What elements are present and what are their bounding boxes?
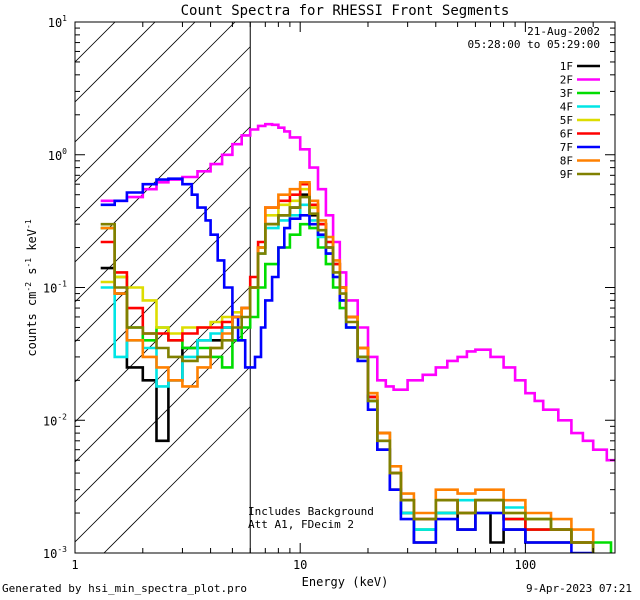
axes: 1 10 100 10-3 10-2 10-1 100 101 <box>43 14 615 572</box>
hatch-line <box>75 166 251 343</box>
series-line-5F <box>100 187 595 553</box>
footer-timestamp: 9-Apr-2023 07:21 <box>526 582 632 595</box>
series-line-7F <box>100 177 594 553</box>
x-tick-label: 1 <box>71 558 78 572</box>
legend-label-2F: 2F <box>560 74 573 87</box>
y-tick-label: 10-2 <box>43 412 67 428</box>
date-label: 21-Aug-2002 <box>527 25 600 38</box>
series-line-9F <box>100 195 595 553</box>
hatch-line <box>75 22 116 63</box>
y-tick-label: 10-3 <box>43 545 67 561</box>
legend-label-4F: 4F <box>560 101 573 114</box>
chart-title: Count Spectra for RHESSI Front Segments <box>181 3 510 19</box>
series-line-3F <box>100 222 613 553</box>
annotation-attenuator: Att A1, FDecim 2 <box>248 518 354 531</box>
hatch-line <box>75 22 156 103</box>
legend-label-6F: 6F <box>560 128 573 141</box>
hatch-line <box>75 46 251 223</box>
y-tick-label: 100 <box>48 147 67 163</box>
hatch-line <box>75 206 251 383</box>
hatch-line <box>103 406 251 553</box>
y-tick-label: 10-1 <box>43 280 67 296</box>
legend-label-1F: 1F <box>560 60 573 73</box>
annotation-background: Includes Background <box>248 505 374 518</box>
hatch-line <box>75 86 251 263</box>
series-line-6F <box>100 182 595 553</box>
series-line-2F <box>100 122 615 462</box>
hatched-region <box>75 22 251 553</box>
x-tick-label: 10 <box>293 558 307 572</box>
x-tick-label: 100 <box>515 558 537 572</box>
y-tick-label: 101 <box>48 14 67 30</box>
hatch-line <box>75 286 251 463</box>
hatch-line <box>75 22 236 183</box>
footer-generated-by: Generated by hsi_min_spectra_plot.pro <box>2 582 248 595</box>
y-axis-label: counts cm-2 s-1 keV-1 <box>24 219 39 356</box>
legend-label-7F: 7F <box>560 141 573 154</box>
hatch-line <box>75 22 196 143</box>
series-line-8F <box>100 181 595 543</box>
legend-label-3F: 3F <box>560 87 573 100</box>
x-axis-label: Energy (keV) <box>302 575 389 589</box>
legend-label-8F: 8F <box>560 155 573 168</box>
hatch-line <box>75 366 251 543</box>
series-group <box>100 122 615 553</box>
legend-label-5F: 5F <box>560 114 573 127</box>
time-range-label: 05:28:00 to 05:29:00 <box>468 38 600 51</box>
hatch-line <box>75 326 251 503</box>
legend-label-9F: 9F <box>560 168 573 181</box>
